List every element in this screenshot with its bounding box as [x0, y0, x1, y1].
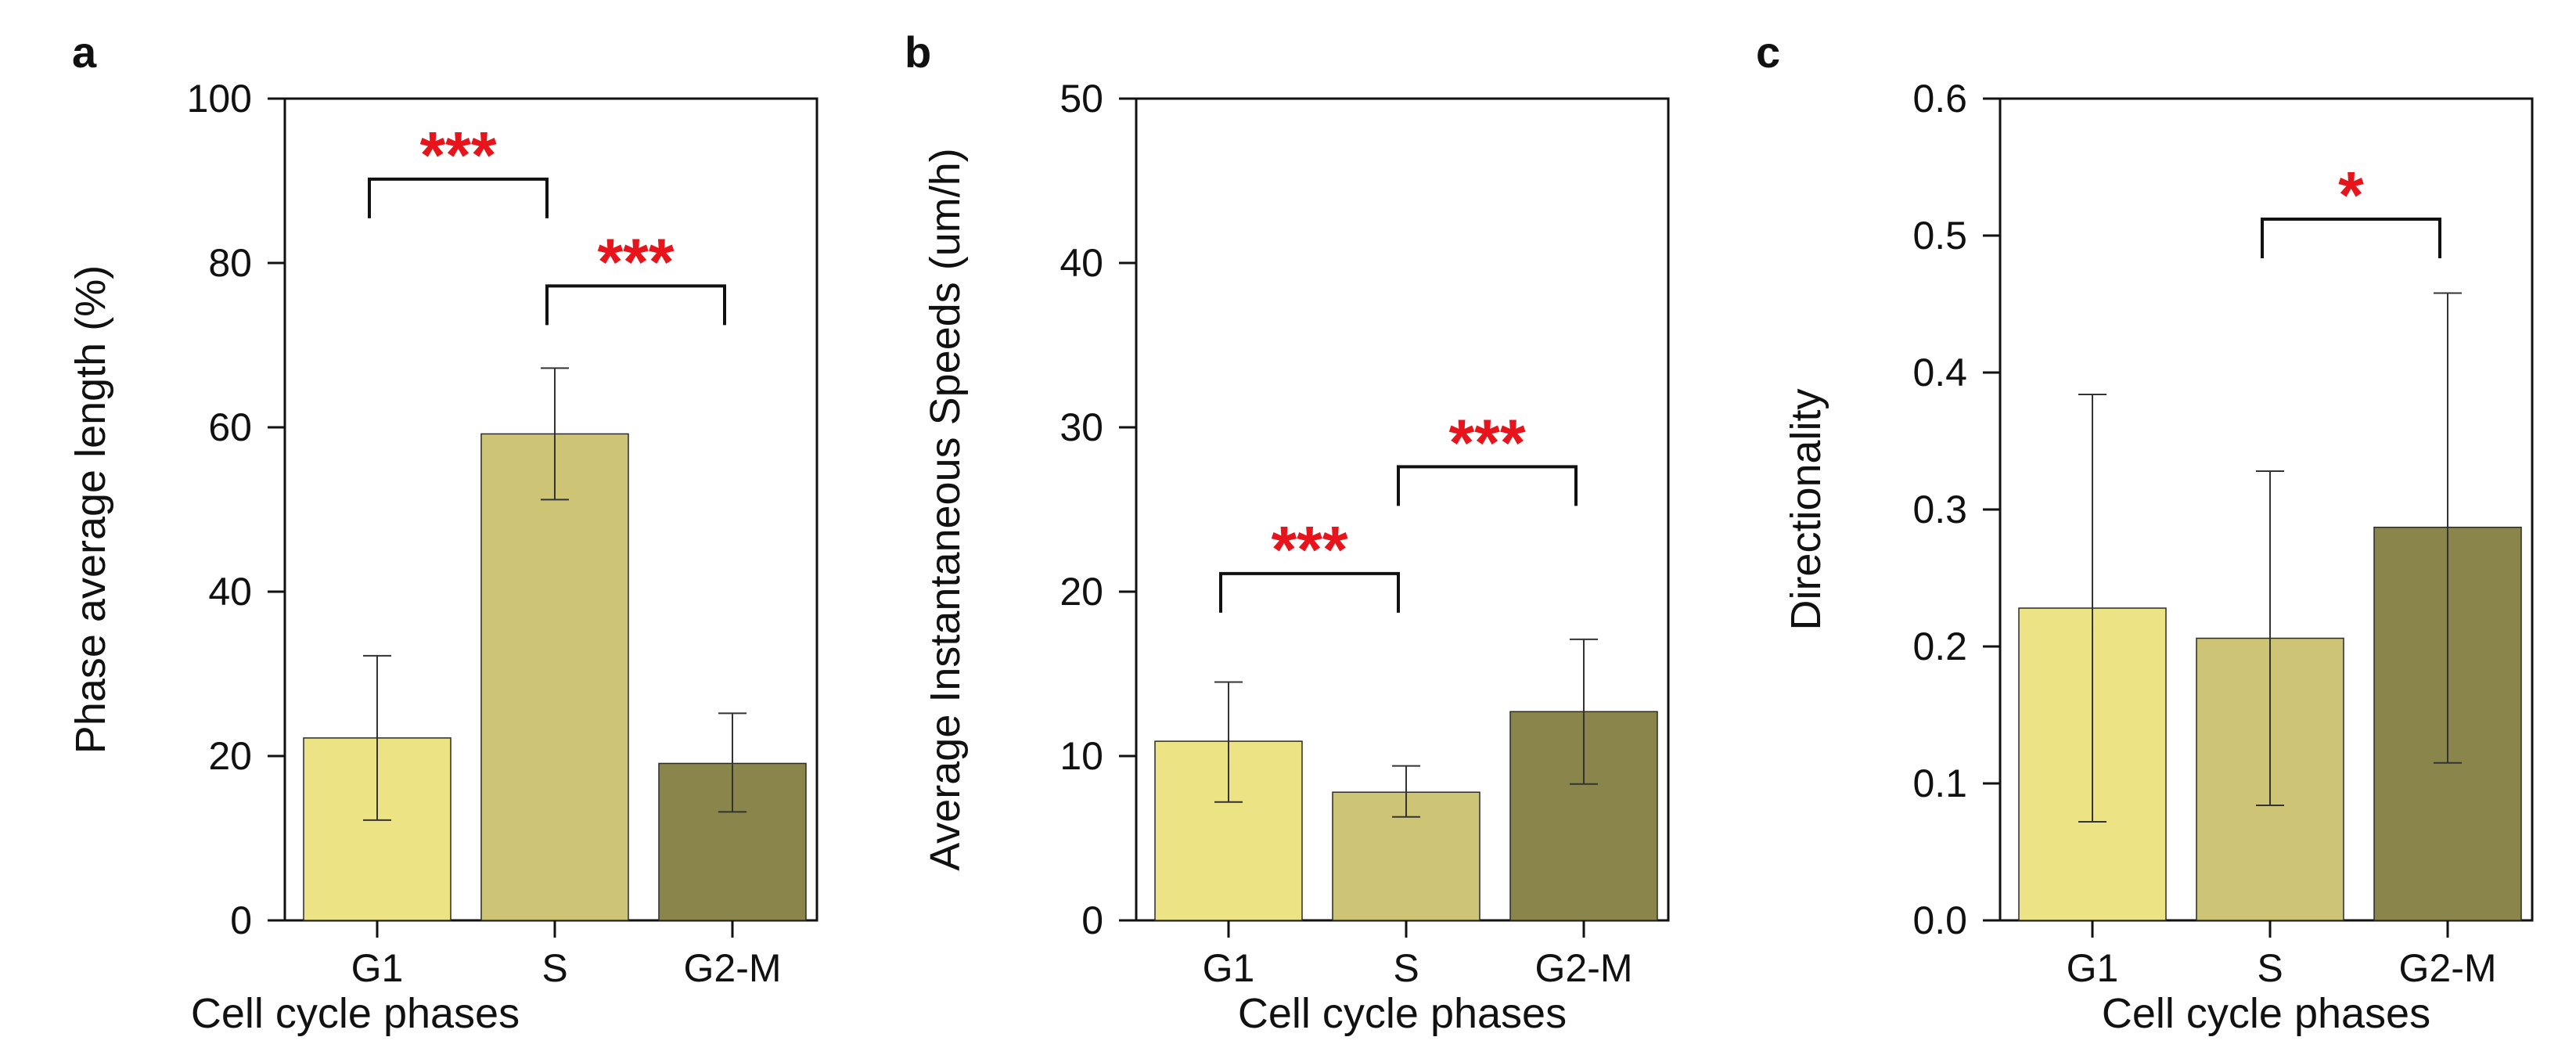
panel-c-y-tick-label: 0.0 — [1912, 898, 1967, 942]
panel-c-x-axis-label: Cell cycle phases — [2102, 990, 2430, 1037]
panel-c-x-tick-label-g2-m: G2-M — [2399, 946, 2497, 990]
panel-c-significance-label: * — [2338, 158, 2364, 232]
panel-b-marks: 0 10 20 30 40 50 G1 S G2-M *** *** — [1060, 77, 1658, 990]
panel-a-marks: 0 20 40 60 80 100 G1 S G2-M *** *** — [187, 77, 807, 990]
panel-a-letter: a — [72, 27, 97, 77]
panel-b-x-tick-label-s: S — [1393, 946, 1419, 990]
panel-a-significance-label: *** — [419, 118, 496, 192]
panel-a-x-tick-label-g2-m: G2-M — [684, 946, 782, 990]
panel-c-y-tick-label: 0.1 — [1912, 762, 1967, 805]
panel-b-y-tick-label: 50 — [1060, 77, 1103, 121]
panel-c-y-tick-label: 0.2 — [1912, 625, 1967, 668]
panel-b-y-axis-label: Average Instantaneous Speeds (um/h) — [922, 148, 969, 871]
panel-c-y-axis-label: Directionality — [1783, 388, 1829, 630]
panel-b-y-tick-label: 40 — [1060, 241, 1103, 285]
panel-b-y-tick-label: 30 — [1060, 405, 1103, 449]
panel-b-significance-bracket — [1397, 465, 1578, 506]
panel-c-significance-bracket — [2261, 218, 2441, 258]
panel-b-x-axis-label: Cell cycle phases — [1238, 990, 1567, 1037]
panel-c-x-tick-label-g1: G1 — [2067, 946, 2119, 990]
panel-c-y-tick-label: 0.6 — [1912, 77, 1967, 121]
panel-a-y-tick-label: 40 — [208, 570, 252, 614]
panel-b-x-tick-label-g1: G1 — [1203, 946, 1255, 990]
panel-b-x-tick-label-g2-m: G2-M — [1535, 946, 1633, 990]
panel-a-significance-bracket — [368, 177, 549, 218]
panel-c-marks: 0.0 0.1 0.2 0.3 0.4 0.5 0.6 G1 S G2-M * — [1912, 77, 2522, 990]
panel-b-significance-label: *** — [1448, 405, 1525, 479]
panel-c-letter: c — [1756, 27, 1780, 77]
panel-b-y-tick-label: 10 — [1060, 734, 1103, 778]
panel-a-significance-bracket — [545, 284, 726, 326]
panel-a-y-tick-label: 20 — [208, 734, 252, 778]
panel-c-y-tick-label: 0.3 — [1912, 488, 1967, 531]
panel-a-x-axis-label: Cell cycle phases — [191, 990, 520, 1037]
panel-a-y-tick-label: 80 — [208, 241, 252, 285]
panel-a-x-tick-label-s: S — [541, 946, 567, 990]
panel-a-y-tick-label: 100 — [187, 77, 252, 121]
panel-a-bar-s — [480, 433, 629, 921]
panel-b-y-tick-label: 20 — [1060, 570, 1103, 614]
panel-c: c Cell cycle phases Directionality — [1756, 27, 2534, 1037]
panel-c-x-tick-label-s: S — [2257, 946, 2283, 990]
panel-b-significance-label: *** — [1271, 513, 1347, 586]
panel-b-y-tick-label: 0 — [1081, 898, 1103, 942]
panel-a-x-tick-label-g1: G1 — [351, 946, 404, 990]
panel-c-y-tick-label: 0.5 — [1912, 214, 1967, 257]
panel-b-significance-bracket — [1219, 571, 1400, 613]
panel-a-y-tick-label: 60 — [208, 405, 252, 449]
panel-a-significance-label: *** — [597, 225, 674, 298]
panel-a-y-axis-label: Phase average length (%) — [67, 265, 114, 754]
panel-c-y-tick-label: 0.4 — [1912, 351, 1967, 394]
panel-a-y-tick-label: 0 — [230, 898, 252, 942]
chart-marks: 0 20 40 60 80 100 G1 S G2-M *** *** 0 10 20 30 40 50 G1 S G… — [187, 77, 2522, 990]
panel-a: a Cell cycle phases Phase average length… — [67, 27, 818, 1037]
panel-b-letter: b — [905, 27, 931, 77]
